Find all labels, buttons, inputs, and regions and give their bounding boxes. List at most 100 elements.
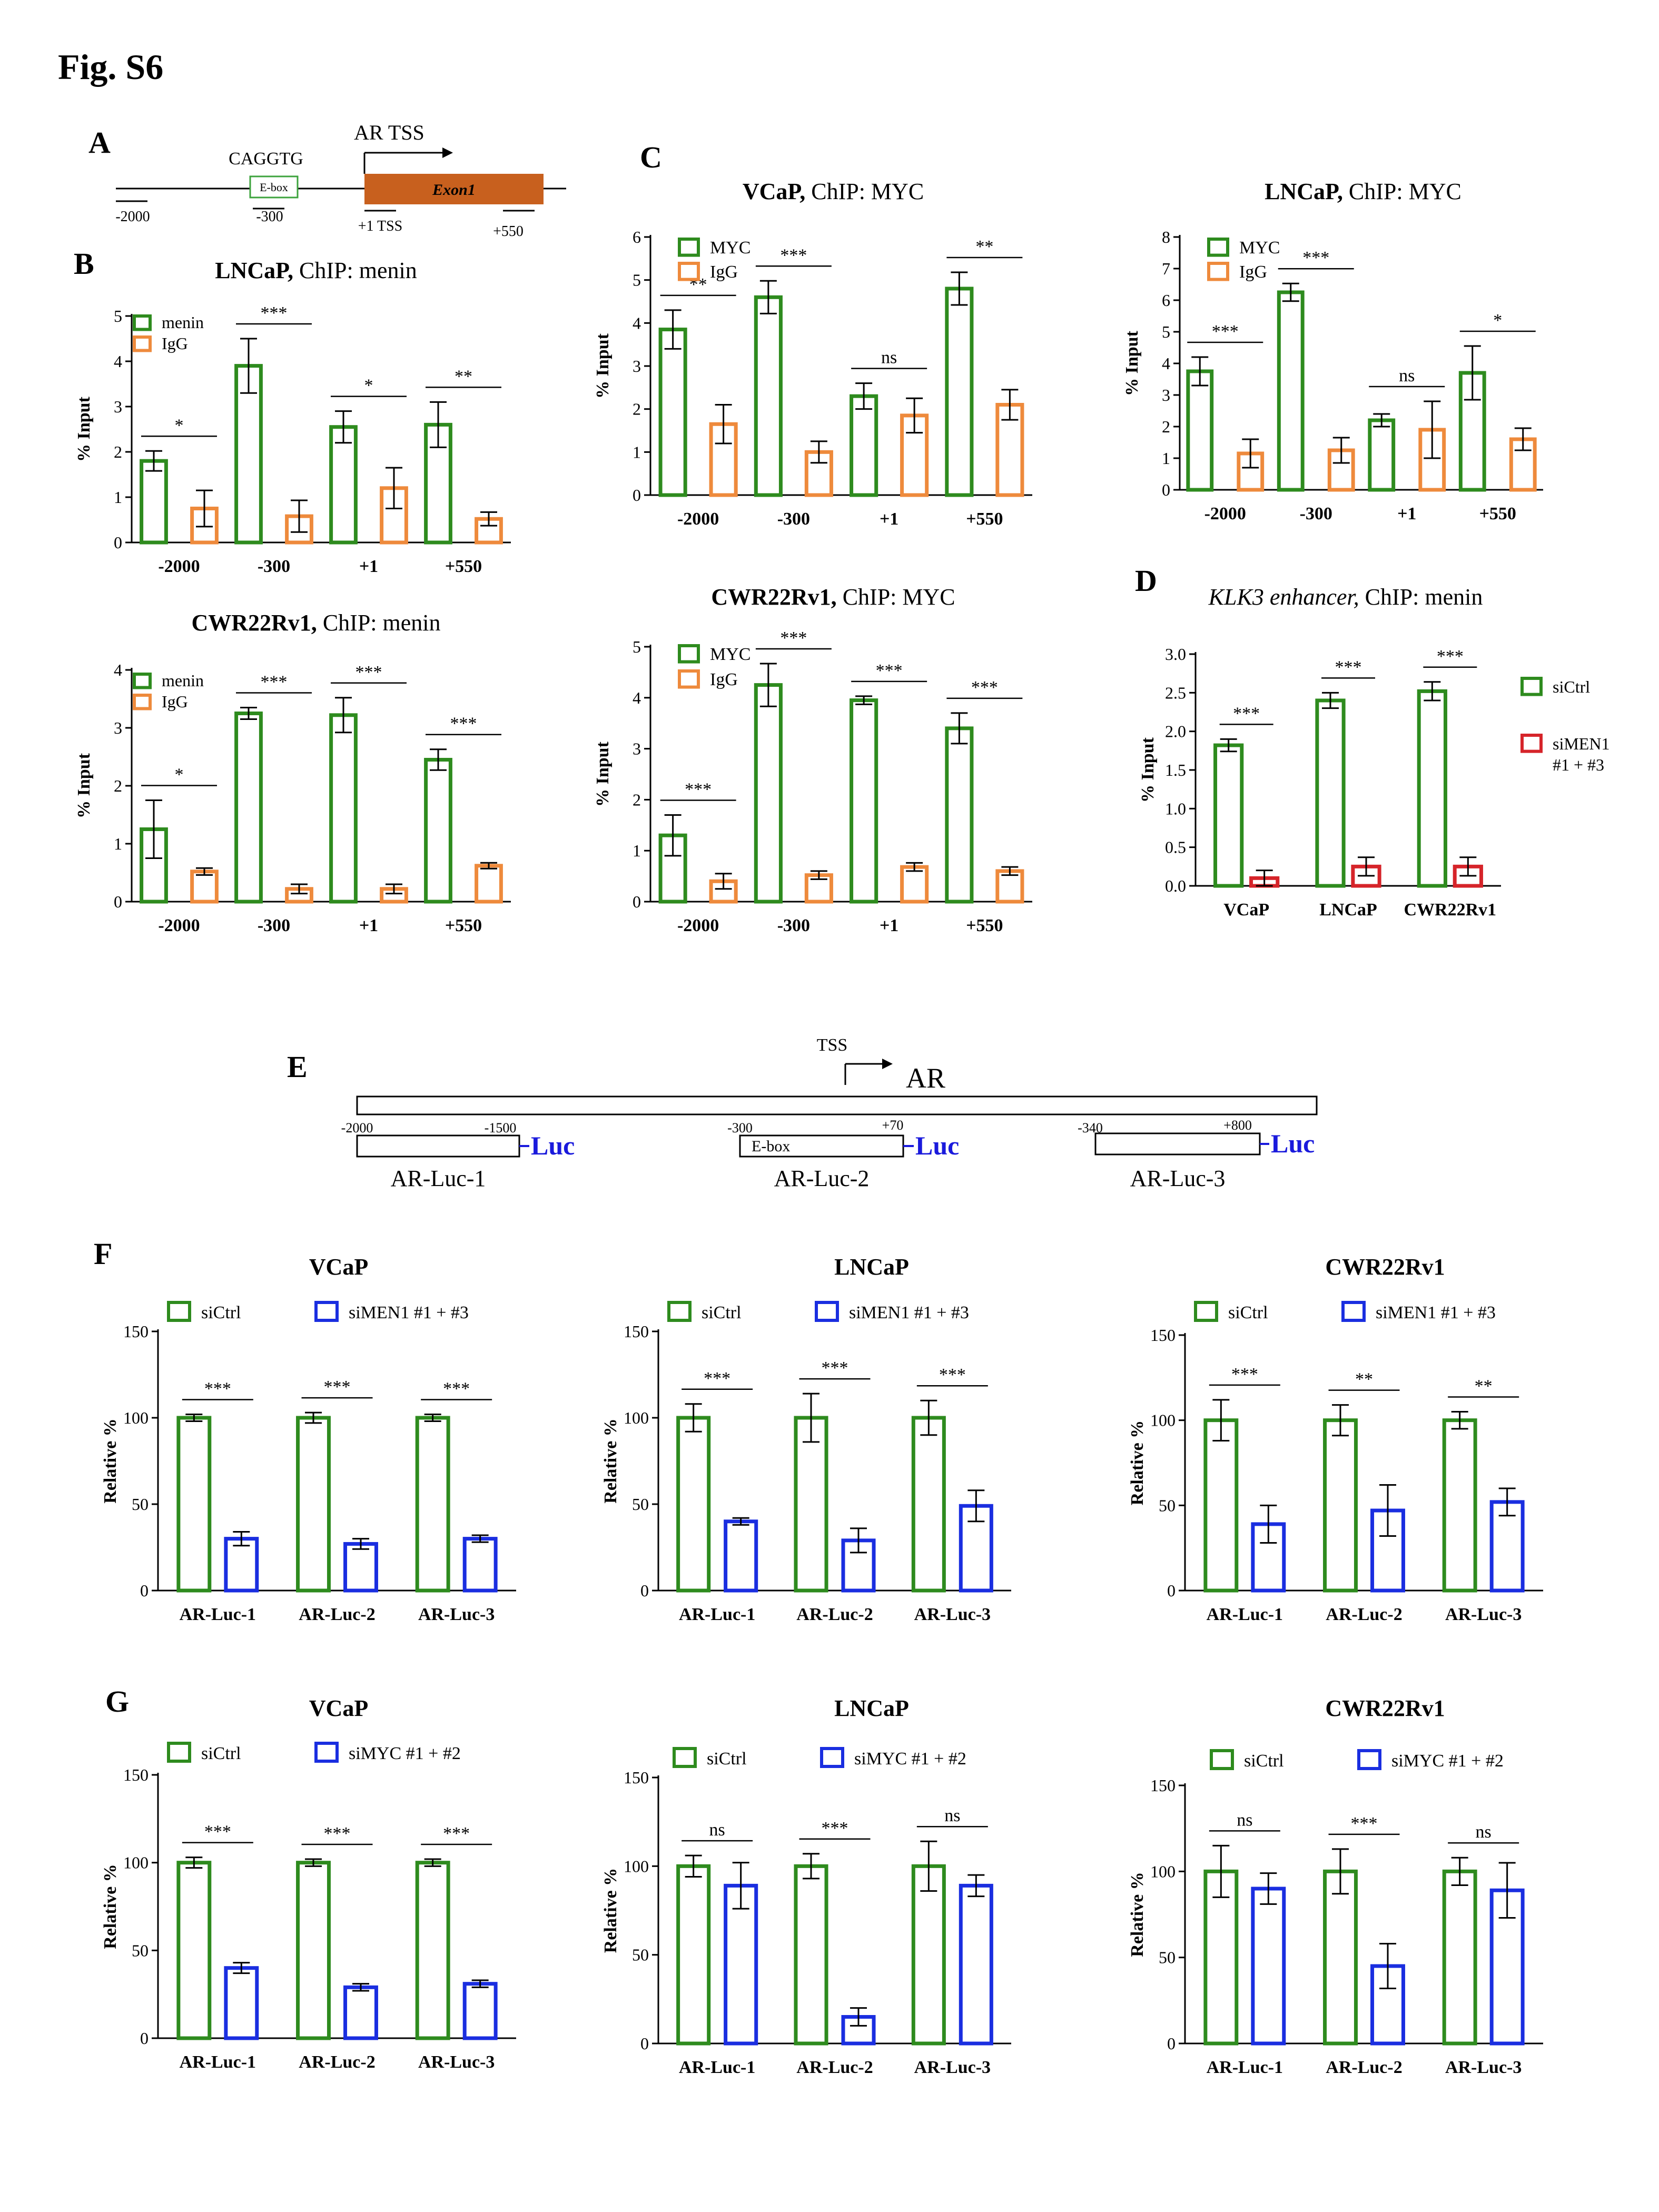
chart-title: CWR22Rv1 [1325, 1695, 1445, 1721]
y-axis-label: % Input [1122, 330, 1142, 396]
y-tick-label: 0.5 [1165, 838, 1186, 857]
legend-label-1: siMEN1 #1 + #3 [1376, 1303, 1496, 1322]
legend-label-1: #1 + #3 [1553, 755, 1604, 774]
ar-luc-1-luc: Luc [531, 1131, 575, 1160]
significance-label: *** [780, 628, 807, 648]
y-tick-label: 0 [114, 892, 122, 911]
bar-sictrl-2 [1442, 1418, 1477, 1593]
x-tick-label: AR-Luc-1 [1207, 1605, 1283, 1624]
ar-luc-2-luc: Luc [915, 1131, 959, 1160]
x-tick-label: +1 [359, 916, 378, 935]
y-tick-label: 2 [1162, 417, 1170, 436]
panel-label-a: A [88, 125, 111, 160]
y-tick-label: 50 [132, 1941, 149, 1960]
significance-label: *** [204, 1822, 231, 1842]
legend-swatch-0 [1210, 1749, 1234, 1770]
y-tick-label: 4 [114, 352, 122, 371]
ar-luc-3-name: AR-Luc-3 [1130, 1166, 1226, 1191]
ar-luc-3-luc: Luc [1271, 1129, 1315, 1158]
chart-g-cwr22rv1: CWR22Rv1 0 50 100 150 Relative % ns AR-Luc-1 ***… [1128, 1695, 1543, 2077]
chart-title: KLK3 enhancer, ChIP: menin [1208, 584, 1483, 610]
legend-label-0: MYC [710, 238, 750, 258]
x-tick-label: -2000 [677, 509, 719, 529]
x-tick-label: AR-Luc-3 [1445, 2058, 1522, 2077]
y-tick-label: 4 [1162, 354, 1170, 373]
y-tick-label: 50 [1159, 1948, 1176, 1967]
legend-label-0: MYC [1239, 238, 1280, 258]
y-axis-label: Relative % [601, 1418, 620, 1503]
significance-label: *** [1212, 322, 1239, 341]
y-tick-label: 3 [633, 357, 641, 376]
y-axis-label: Relative % [1128, 1420, 1147, 1505]
legend-swatch-0 [1207, 238, 1229, 257]
legend-swatch-0 [673, 1747, 697, 1768]
y-tick-label: 50 [632, 1946, 649, 1964]
legend-swatch-1 [1207, 262, 1229, 281]
bar-igg-3 [995, 869, 1024, 904]
bar-myc-0 [658, 328, 687, 497]
chart-title: VCaP, ChIP: MYC [743, 179, 924, 204]
e-gene-label: AR [906, 1062, 945, 1094]
y-tick-label: 4 [633, 313, 641, 332]
y-tick-label: 2 [114, 776, 122, 795]
y-tick-label: 3 [1162, 386, 1170, 404]
position-minus2000: -2000 [115, 209, 150, 225]
significance-label: * [175, 765, 184, 785]
legend-swatch-1 [1341, 1301, 1366, 1322]
significance-label: *** [704, 1369, 730, 1388]
x-tick-label: AR-Luc-1 [180, 2052, 256, 2072]
y-tick-label: 1.0 [1165, 799, 1186, 818]
significance-label: ns [944, 1806, 960, 1825]
bar-myc-1 [1277, 290, 1305, 492]
significance-label: *** [939, 1365, 966, 1385]
x-tick-label: -2000 [677, 916, 719, 935]
ar-locus-bar [356, 1095, 1318, 1115]
chart-title-cell: VCaP [309, 1254, 368, 1280]
panel-label-e: E [287, 1050, 308, 1084]
bar-sictrl-1 [296, 1416, 331, 1593]
x-tick-label: +550 [966, 916, 1003, 935]
chart-f-vcap: VCaP 0 50 100 150 Relative % *** AR-Luc-1 *** AR-… [101, 1254, 516, 1624]
y-tick-label: 1 [114, 834, 122, 853]
x-tick-label: +550 [445, 916, 482, 935]
legend-swatch-0 [133, 314, 152, 331]
legend-swatch-0 [667, 1301, 692, 1322]
legend-label-1: siMEN1 #1 + #3 [349, 1303, 469, 1322]
bar-simen1-2 [462, 1537, 498, 1593]
bar-sictrl-1 [794, 1864, 828, 2046]
ebox-label: E-box [260, 181, 288, 194]
y-axis-label: % Input [74, 396, 94, 461]
legend-label-1: IgG [710, 262, 738, 282]
chart-title: VCaP [309, 1254, 368, 1280]
exon1-box [364, 174, 544, 204]
legend-swatch-0 [1194, 1301, 1218, 1322]
legend-label-0: menin [162, 313, 204, 332]
significance-label: *** [443, 1379, 470, 1398]
chart-title-cell: LNCaP, [1265, 179, 1343, 204]
bar-menin-3 [424, 758, 452, 904]
y-tick-label: 2 [633, 790, 641, 809]
legend-swatch-0 [1520, 677, 1543, 696]
legend-swatch-1 [314, 1301, 339, 1322]
y-tick-label: 0 [1162, 480, 1170, 499]
y-tick-label: 150 [624, 1768, 649, 1787]
y-tick-label: 5 [114, 307, 122, 325]
legend-swatch-1 [678, 262, 700, 281]
significance-label: *** [1231, 1365, 1258, 1384]
significance-label: *** [822, 1358, 848, 1378]
bar-sictrl-2 [911, 1416, 946, 1593]
bar-simen1-0 [224, 1537, 259, 1593]
x-tick-label: +1 [880, 916, 898, 935]
bar-sictrl-0 [1213, 743, 1244, 888]
y-tick-label: 2 [633, 400, 641, 419]
significance-label: ** [455, 367, 472, 386]
y-tick-label: 5 [633, 637, 641, 656]
y-tick-label: 0.0 [1165, 876, 1186, 895]
y-tick-label: 4 [633, 688, 641, 707]
x-tick-label: AR-Luc-2 [1326, 1605, 1402, 1624]
y-tick-label: 1 [1162, 449, 1170, 468]
y-tick-label: 3 [633, 739, 641, 758]
y-tick-label: 0 [1167, 2034, 1176, 2053]
bar-myc-2 [850, 698, 878, 904]
